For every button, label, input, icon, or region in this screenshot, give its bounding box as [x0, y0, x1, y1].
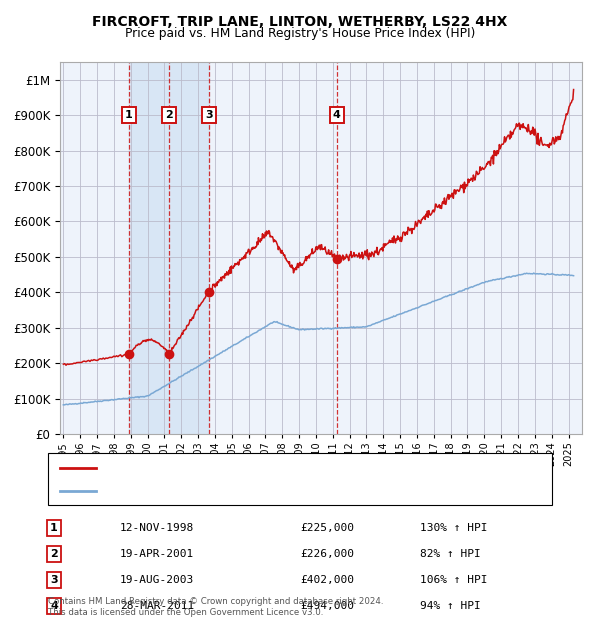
- Text: FIRCROFT, TRIP LANE, LINTON, WETHERBY, LS22 4HX: FIRCROFT, TRIP LANE, LINTON, WETHERBY, L…: [92, 16, 508, 30]
- Text: FIRCROFT, TRIP LANE, LINTON, WETHERBY, LS22 4HX (detached house): FIRCROFT, TRIP LANE, LINTON, WETHERBY, L…: [102, 463, 473, 474]
- Text: 130% ↑ HPI: 130% ↑ HPI: [420, 523, 487, 533]
- Text: 2: 2: [50, 549, 58, 559]
- Text: 4: 4: [50, 601, 58, 611]
- Text: 94% ↑ HPI: 94% ↑ HPI: [420, 601, 481, 611]
- Text: 28-MAR-2011: 28-MAR-2011: [120, 601, 194, 611]
- Text: 4: 4: [333, 110, 341, 120]
- Text: 106% ↑ HPI: 106% ↑ HPI: [420, 575, 487, 585]
- Text: Contains HM Land Registry data © Crown copyright and database right 2024.
This d: Contains HM Land Registry data © Crown c…: [48, 598, 383, 617]
- Text: 19-AUG-2003: 19-AUG-2003: [120, 575, 194, 585]
- Text: £494,000: £494,000: [300, 601, 354, 611]
- Text: HPI: Average price, detached house, Leeds: HPI: Average price, detached house, Leed…: [102, 485, 325, 495]
- Text: 12-NOV-1998: 12-NOV-1998: [120, 523, 194, 533]
- Text: 2: 2: [166, 110, 173, 120]
- Bar: [128, 62, 209, 434]
- Text: £226,000: £226,000: [300, 549, 354, 559]
- Text: 3: 3: [205, 110, 212, 120]
- Text: 3: 3: [50, 575, 58, 585]
- Text: 1: 1: [125, 110, 133, 120]
- Text: £402,000: £402,000: [300, 575, 354, 585]
- Text: 19-APR-2001: 19-APR-2001: [120, 549, 194, 559]
- Text: £225,000: £225,000: [300, 523, 354, 533]
- Text: 82% ↑ HPI: 82% ↑ HPI: [420, 549, 481, 559]
- Text: 1: 1: [50, 523, 58, 533]
- Text: Price paid vs. HM Land Registry's House Price Index (HPI): Price paid vs. HM Land Registry's House …: [125, 27, 475, 40]
